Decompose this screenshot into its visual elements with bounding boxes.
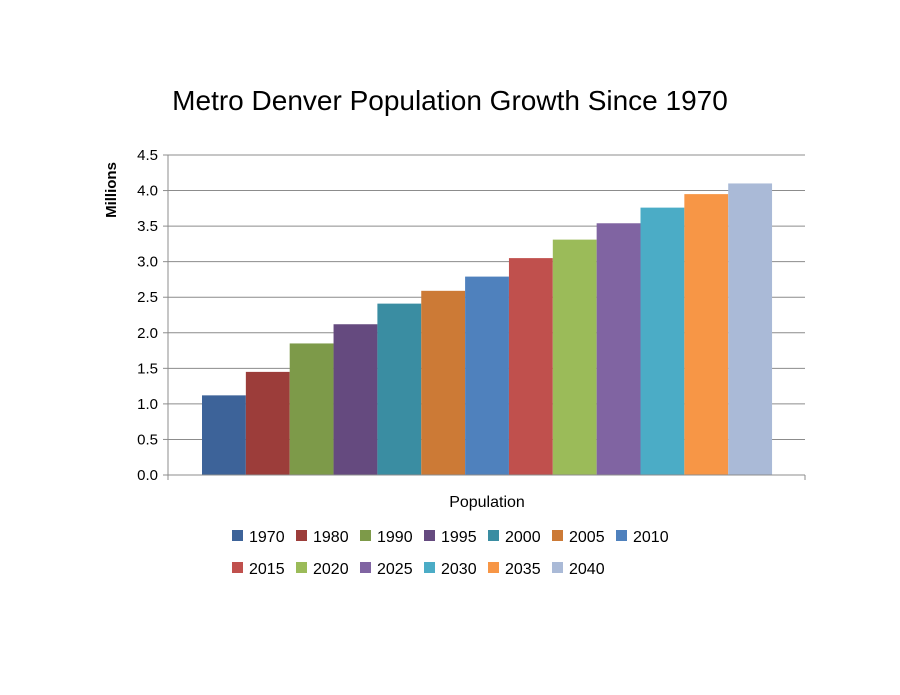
y-axis-ticks: 0.0 0.5 1.0 1.5 2.0 2.5 3.0 3.5 4.0 4.5 — [137, 147, 169, 484]
legend-label-2005: 2005 — [569, 529, 605, 546]
bar-1980 — [245, 371, 290, 475]
bar-2030 — [640, 207, 685, 475]
bar-2005 — [421, 290, 466, 475]
legend-swatch-2020 — [296, 562, 307, 573]
y-tick-label: 2.5 — [137, 289, 158, 306]
legend-label-1980: 1980 — [313, 529, 349, 546]
legend: 1970 1980 1990 1995 2000 2005 2010 2015 2020 2025… — [232, 529, 669, 578]
legend-label-1990: 1990 — [377, 529, 413, 546]
legend-swatch-1995 — [424, 530, 435, 541]
bar-2035 — [684, 194, 729, 475]
legend-swatch-2015 — [232, 562, 243, 573]
legend-swatch-2025 — [360, 562, 371, 573]
bars — [202, 183, 773, 475]
legend-swatch-2035 — [488, 562, 499, 573]
y-tick-label: 1.0 — [137, 396, 158, 413]
bar-1970 — [202, 395, 246, 475]
y-tick-label: 4.5 — [137, 147, 158, 164]
bar-2025 — [596, 223, 641, 475]
legend-swatch-1990 — [360, 530, 371, 541]
legend-swatch-2030 — [424, 562, 435, 573]
y-tick-label: 1.5 — [137, 360, 158, 377]
legend-label-2010: 2010 — [633, 529, 669, 546]
legend-label-2025: 2025 — [377, 561, 413, 578]
bar-1995 — [333, 324, 378, 475]
legend-swatch-1980 — [296, 530, 307, 541]
legend-swatch-2040 — [552, 562, 563, 573]
y-axis-label: Millions — [103, 162, 120, 218]
bar-2000 — [377, 303, 422, 475]
bar-2020 — [552, 239, 597, 475]
legend-label-2015: 2015 — [249, 561, 285, 578]
legend-label-2040: 2040 — [569, 561, 605, 578]
legend-swatch-1970 — [232, 530, 243, 541]
legend-label-2020: 2020 — [313, 561, 349, 578]
y-tick-label: 3.0 — [137, 254, 158, 271]
y-tick-label: 4.0 — [137, 183, 158, 200]
y-tick-label: 3.5 — [137, 218, 158, 235]
y-tick-label: 0.5 — [137, 431, 158, 448]
y-tick-label: 0.0 — [137, 467, 158, 484]
y-tick-label: 2.0 — [137, 325, 158, 342]
chart-title: Metro Denver Population Growth Since 197… — [172, 85, 728, 116]
legend-swatch-2010 — [616, 530, 627, 541]
legend-label-2030: 2030 — [441, 561, 477, 578]
legend-label-1970: 1970 — [249, 529, 285, 546]
legend-label-1995: 1995 — [441, 529, 477, 546]
bar-2010 — [465, 276, 509, 475]
legend-swatch-2005 — [552, 530, 563, 541]
bar-2015 — [508, 258, 553, 475]
legend-label-2035: 2035 — [505, 561, 541, 578]
legend-label-2000: 2000 — [505, 529, 541, 546]
bar-1990 — [289, 343, 334, 475]
x-axis-label: Population — [449, 494, 525, 511]
legend-swatch-2000 — [488, 530, 499, 541]
bar-2040 — [728, 183, 773, 475]
